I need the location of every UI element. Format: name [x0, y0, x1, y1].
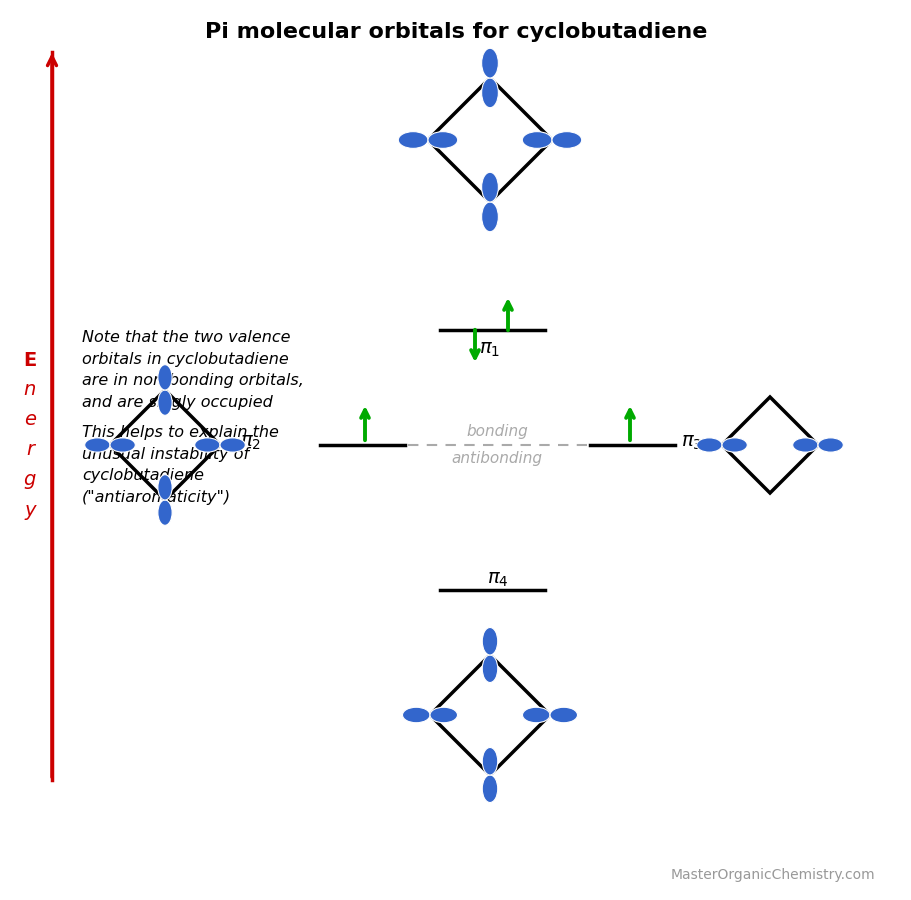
Ellipse shape	[522, 707, 549, 723]
Ellipse shape	[722, 438, 746, 452]
Text: E: E	[24, 350, 36, 370]
Ellipse shape	[549, 707, 577, 723]
Ellipse shape	[427, 131, 457, 149]
Text: Pi molecular orbitals for cyclobutadiene: Pi molecular orbitals for cyclobutadiene	[205, 22, 706, 42]
Ellipse shape	[398, 131, 427, 149]
Text: $\pi_1$: $\pi_1$	[479, 340, 500, 359]
Ellipse shape	[696, 438, 722, 452]
Text: $\pi_4$: $\pi_4$	[486, 570, 508, 589]
Text: MasterOrganicChemistry.com: MasterOrganicChemistry.com	[670, 868, 874, 882]
Ellipse shape	[110, 438, 135, 452]
Ellipse shape	[481, 78, 497, 108]
Ellipse shape	[817, 438, 843, 452]
Ellipse shape	[220, 438, 245, 452]
Ellipse shape	[194, 438, 220, 452]
Ellipse shape	[402, 707, 429, 723]
Ellipse shape	[482, 655, 497, 682]
Text: $\pi_3$: $\pi_3$	[680, 434, 701, 453]
Ellipse shape	[85, 438, 110, 452]
Text: bonding: bonding	[466, 424, 527, 439]
Ellipse shape	[481, 172, 497, 202]
Text: r: r	[26, 440, 34, 460]
Ellipse shape	[482, 627, 497, 655]
Ellipse shape	[522, 131, 551, 149]
Ellipse shape	[482, 748, 497, 775]
Text: e: e	[24, 410, 36, 429]
Text: $\pi_2$: $\pi_2$	[240, 434, 261, 453]
Text: Note that the two valence
orbitals in cyclobutadiene
are in non-bonding orbitals: Note that the two valence orbitals in cy…	[82, 330, 303, 410]
Ellipse shape	[158, 474, 172, 500]
Ellipse shape	[158, 500, 172, 526]
Ellipse shape	[481, 202, 497, 231]
Ellipse shape	[482, 775, 497, 803]
Text: n: n	[24, 381, 36, 400]
Text: y: y	[25, 500, 36, 519]
Ellipse shape	[158, 390, 172, 415]
Text: antibonding: antibonding	[451, 451, 542, 466]
Ellipse shape	[429, 707, 457, 723]
Ellipse shape	[481, 49, 497, 78]
Ellipse shape	[158, 364, 172, 390]
Ellipse shape	[792, 438, 817, 452]
Ellipse shape	[551, 131, 581, 149]
Text: g: g	[24, 471, 36, 490]
Text: This helps to explain the
unusual instability of
cyclobutadiene
("antiaromaticit: This helps to explain the unusual instab…	[82, 425, 279, 505]
